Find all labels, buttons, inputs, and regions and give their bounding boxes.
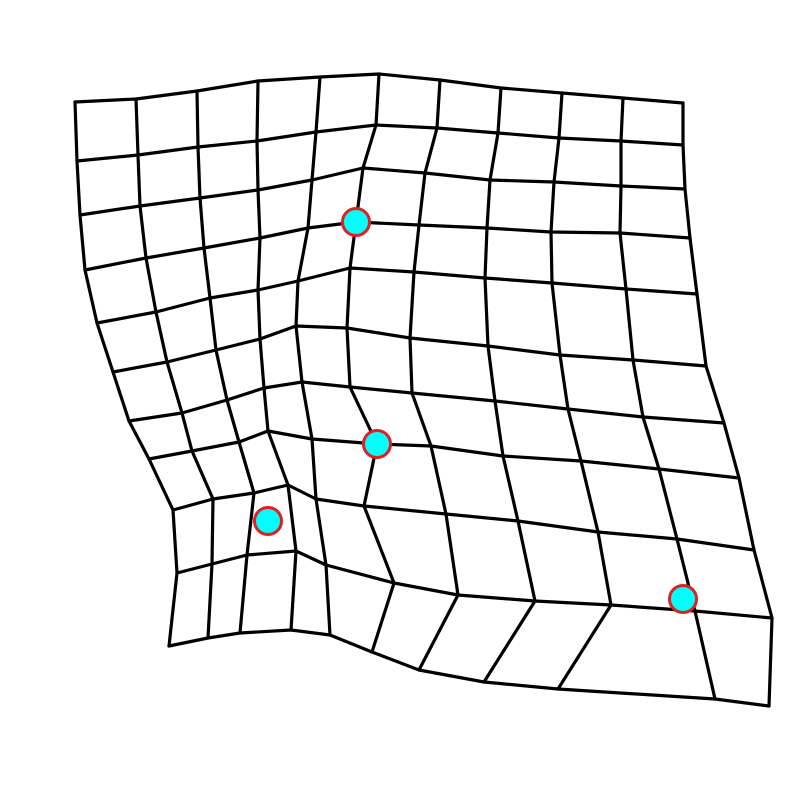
grid-row-line xyxy=(167,628,771,708)
grid-row-line xyxy=(75,123,685,163)
grid-column-line xyxy=(255,79,298,632)
control-point-marker[interactable] xyxy=(341,207,371,237)
control-points xyxy=(253,207,698,614)
grid-row-line xyxy=(127,380,726,425)
grid-column-line xyxy=(482,86,537,684)
grid-column-line xyxy=(408,78,460,672)
grid-column-line xyxy=(294,75,332,637)
grid-column-line xyxy=(195,89,256,635)
grid-column-line xyxy=(73,100,179,648)
grid-column-line xyxy=(549,91,613,691)
control-point-marker[interactable] xyxy=(362,429,392,459)
grid-column-line xyxy=(681,101,774,708)
grid-column-line xyxy=(345,72,396,654)
control-point-marker[interactable] xyxy=(253,506,283,536)
grid-row-line xyxy=(78,166,687,217)
grid-row-line xyxy=(95,266,699,325)
grid-column-line xyxy=(618,96,717,701)
grid-column-line xyxy=(134,97,215,640)
grid-mesh xyxy=(73,72,774,708)
control-point-marker[interactable] xyxy=(668,584,698,614)
grid-row-line xyxy=(83,220,692,272)
